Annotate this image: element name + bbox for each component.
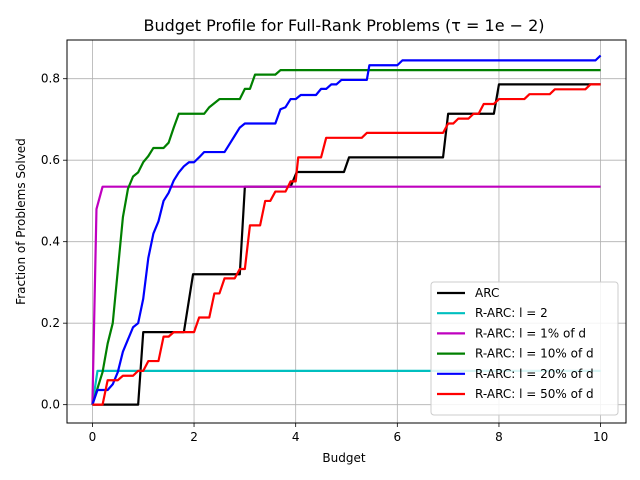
x-tick-label: 4 (292, 430, 300, 444)
x-tick-label: 6 (393, 430, 401, 444)
x-tick-label: 2 (190, 430, 198, 444)
legend-entry: R-ARC: l = 2 (475, 306, 548, 320)
y-tick-label: 0.6 (41, 153, 60, 167)
grid (67, 40, 626, 423)
x-axis-label: Budget (322, 451, 365, 465)
series-line-4 (91, 54, 602, 406)
chart-title: Budget Profile for Full-Rank Problems (τ… (143, 16, 544, 35)
series-line-3 (91, 69, 601, 405)
legend-entry: ARC (475, 286, 499, 300)
series-line-5 (92, 83, 601, 406)
legend: ARC R-ARC: l = 2 R-ARC: l = 1% of d R-ARC: … (430, 281, 619, 416)
x-tick-label: 8 (495, 430, 503, 444)
y-axis-label: Fraction of Problems Solved (14, 138, 28, 305)
plot-frame (66, 39, 627, 424)
y-tick-label: 0.0 (41, 398, 60, 412)
ticks: 0 2 4 6 8 10 0.0 0.2 0.4 0.6 0.8 (41, 72, 608, 444)
x-tick-label: 0 (89, 430, 97, 444)
legend-entry: R-ARC: l = 1% of d (475, 326, 586, 340)
y-tick-label: 0.4 (41, 235, 60, 249)
y-tick-label: 0.2 (41, 316, 60, 330)
series-line-2 (91, 185, 601, 405)
y-tick-label: 0.8 (41, 72, 60, 86)
legend-box (430, 281, 619, 416)
legend-entry: R-ARC: l = 50% of d (475, 387, 594, 401)
legend-entry: R-ARC: l = 10% of d (475, 347, 594, 361)
x-tick-label: 10 (593, 430, 608, 444)
legend-entry: R-ARC: l = 20% of d (475, 367, 594, 381)
